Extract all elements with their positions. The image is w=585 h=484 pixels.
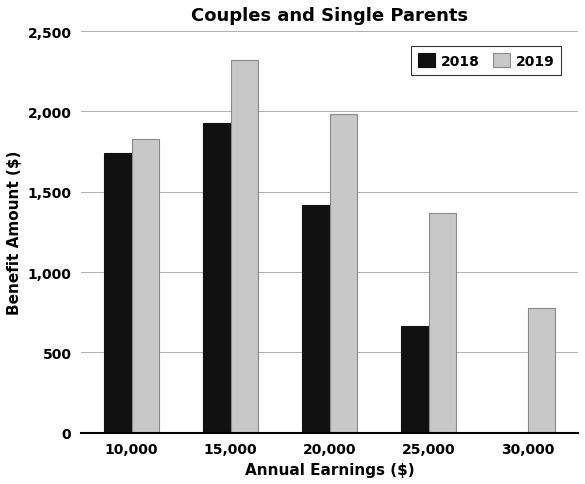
- Legend: 2018, 2019: 2018, 2019: [411, 47, 561, 76]
- X-axis label: Annual Earnings ($): Annual Earnings ($): [245, 462, 414, 477]
- Bar: [302, 206, 329, 433]
- Bar: [329, 115, 357, 433]
- Bar: [203, 123, 230, 433]
- Bar: [104, 154, 132, 433]
- Bar: [528, 309, 556, 433]
- Title: Couples and Single Parents: Couples and Single Parents: [191, 7, 468, 25]
- Bar: [230, 61, 259, 433]
- Y-axis label: Benefit Amount ($): Benefit Amount ($): [7, 151, 22, 315]
- Bar: [401, 326, 429, 433]
- Bar: [429, 214, 456, 433]
- Bar: [132, 139, 159, 433]
